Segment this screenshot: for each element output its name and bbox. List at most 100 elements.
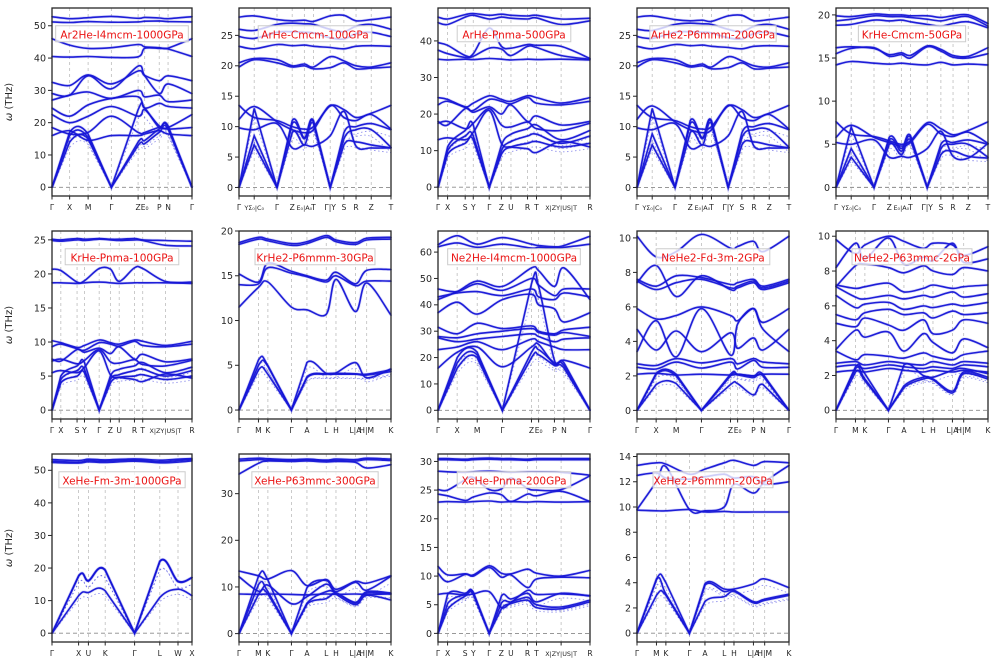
band-line [437, 590, 591, 636]
x-tick-label: N [165, 203, 171, 212]
axes-box [238, 230, 392, 420]
axes-box [51, 230, 193, 420]
panel-arhe2-p6mmm-200gpa: Γ YΣ₀|C₀ Γ Z E₀|A₀ T Γ|Y S R Z T 0 5 10 15 20 25 ArHe2-P6… [597, 0, 796, 223]
panel-nehe2-fd-3m-2gpa: Γ X M Γ Z E₀ P N Γ 0 2 4 6 8 10 NeHe2-Fd-3m-2GPa [597, 223, 796, 446]
band-line [238, 262, 392, 285]
x-tick-label: H|M [359, 426, 374, 435]
band-line [51, 20, 193, 24]
y-tick-label: 6 [625, 553, 631, 564]
x-tick-label: Z [135, 203, 140, 212]
band-line [437, 500, 591, 503]
x-tick-label: R [950, 203, 956, 212]
x-tick-label: Γ [687, 649, 692, 658]
axes-box [835, 230, 989, 420]
x-tick-label: L|A [349, 426, 362, 435]
y-tick-label: 40 [420, 300, 432, 311]
x-tick-label: H [930, 426, 936, 435]
x-tick-label: P [552, 426, 557, 435]
y-tick-label: 5 [40, 371, 46, 382]
band-line-dotted [636, 374, 790, 412]
band-line [835, 138, 989, 190]
x-tick-label: X [445, 203, 450, 212]
x-tick-label: L [324, 649, 329, 658]
band-line-echo [436, 135, 591, 192]
y-axis: 0 5 10 15 20 [221, 226, 239, 416]
x-tick-label: X [654, 426, 659, 435]
axes-box [636, 230, 790, 420]
x-tick-label: T [907, 203, 913, 212]
x-tick-label: A [901, 426, 907, 435]
y-axis: 0 5 10 15 20 25 [221, 31, 239, 194]
x-tick-label: Γ [635, 203, 640, 212]
x-tick-label: Γ [50, 203, 55, 212]
band-line [51, 365, 193, 413]
band-line [437, 109, 591, 154]
band-line [51, 458, 193, 463]
y-tick-label: 20 [619, 61, 631, 72]
x-tick-label: R [525, 203, 531, 212]
band-line [238, 593, 392, 596]
x-tick-label: Z [966, 203, 971, 212]
phonon-bands [834, 12, 989, 193]
y-tick-label: 0 [426, 183, 432, 194]
x-tick-label: Γ [787, 426, 792, 435]
band-line [636, 459, 790, 476]
y-tick-label: 20 [221, 61, 233, 72]
band-line-dotted [835, 368, 989, 412]
band-line [437, 14, 591, 26]
y-axis: 0 10 20 30 [221, 489, 239, 640]
panel-xehe-p63mmc-300gpa: Γ M K Γ A L H L|A H|M K 0 10 20 30 XeHe-P63mmc-300GPa [199, 446, 398, 669]
x-tick-label: K [265, 649, 271, 658]
x-tick-label: T [985, 203, 991, 212]
band-line [437, 234, 591, 248]
x-tick-label: R [587, 649, 593, 658]
y-tick-label: 10 [420, 146, 432, 157]
panel-title: ArHe-Cmcm-100GPa [261, 29, 368, 41]
x-tick-label: H [333, 426, 339, 435]
band-line [835, 123, 989, 147]
phonon-bands [50, 457, 193, 638]
axes-box [238, 453, 392, 643]
band-line [51, 339, 193, 349]
x-tick-label: Γ [50, 426, 55, 435]
band-line [238, 55, 392, 69]
band-line [636, 328, 790, 353]
panel-title: XeHe-Fm-3m-1000GPa [62, 475, 181, 487]
band-line-dotted [238, 127, 392, 190]
x-tick-label: Γ [436, 203, 441, 212]
band-line [636, 508, 790, 513]
x-tick-label: P [751, 426, 756, 435]
band-line [238, 14, 392, 23]
y-tick-label: 5 [227, 361, 233, 372]
band-line-dotted [238, 578, 392, 635]
x-tick-label: X|ZY|US|T [150, 427, 182, 435]
x-tick-label: T [533, 203, 539, 212]
band-line [437, 277, 591, 297]
y-tick-label: 8 [625, 268, 631, 279]
x-tick-label: Γ [436, 649, 441, 658]
x-axis: Γ YΣ₀|C₀ Γ Z E₀|A₀T Γ|Y S R Z T [834, 196, 991, 212]
band-line [51, 37, 193, 50]
band-line-dotted [636, 580, 790, 635]
band-line [835, 13, 989, 25]
y-tick-label: 20 [420, 109, 432, 120]
y-tick-label: 25 [619, 31, 631, 42]
x-tick-label: E₀ [141, 203, 149, 212]
title-box [55, 25, 189, 43]
x-tick-label: E₀|A₀ [894, 204, 910, 212]
axes-box [437, 453, 591, 643]
band-line [437, 288, 591, 301]
band-line [636, 58, 790, 70]
band-line-dotted [437, 128, 591, 189]
axes-box [51, 453, 193, 643]
band-line-dotted [636, 373, 790, 412]
x-tick-label: M [255, 649, 262, 658]
y-tick-label: 50 [34, 466, 46, 477]
band-line [238, 236, 392, 247]
x-tick-label: R [353, 203, 359, 212]
y-tick-label: 10 [818, 232, 830, 243]
x-axis: Γ M K Γ A L H L|AH|M K [237, 642, 395, 658]
x-tick-label: L|A [747, 649, 760, 658]
